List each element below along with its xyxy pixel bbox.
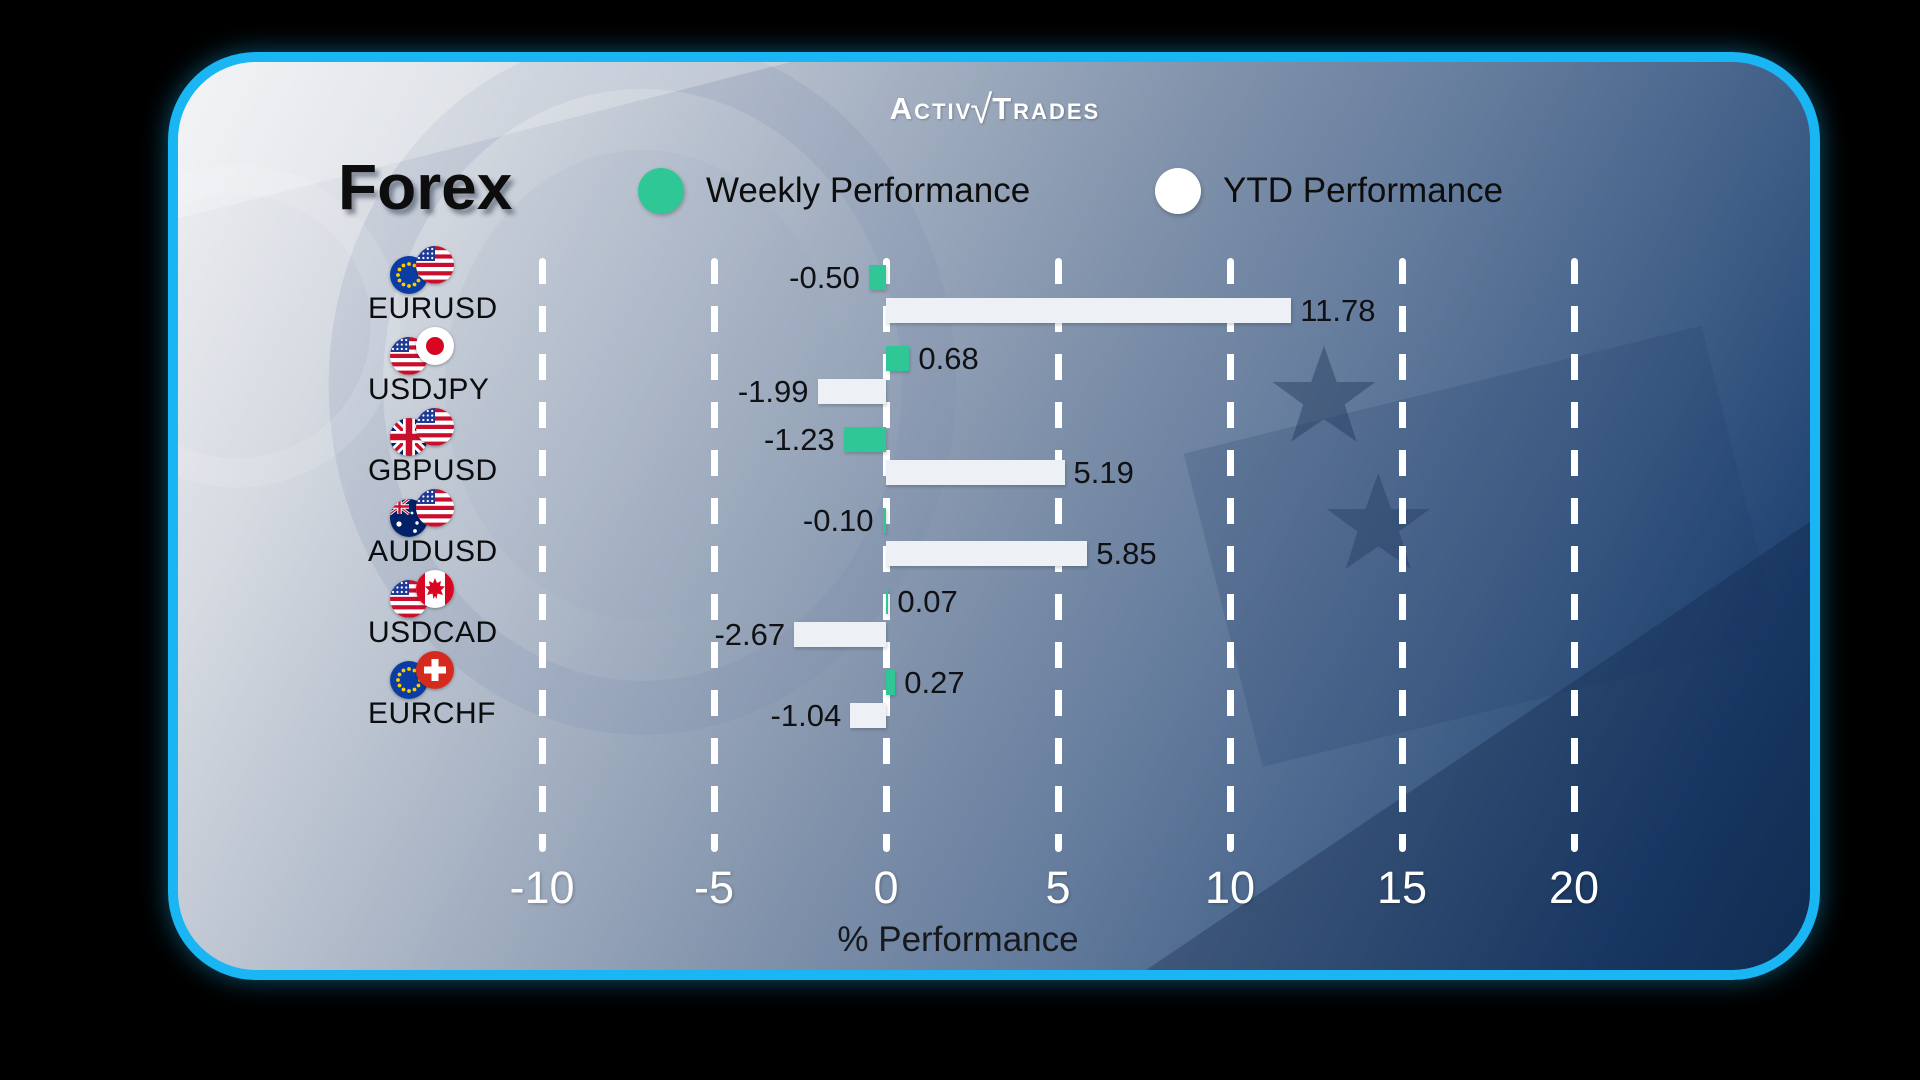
legend-label-ytd: YTD Performance bbox=[1223, 171, 1504, 210]
logo-part-trades: Trades bbox=[992, 91, 1101, 126]
pair-label-eurchf: EURCHF bbox=[368, 697, 496, 730]
weekly-bar-usdcad bbox=[886, 589, 889, 614]
ytd-value-usdcad: -2.67 bbox=[714, 616, 786, 652]
ca-flag-icon bbox=[416, 570, 454, 608]
axis-tick-label: 20 bbox=[1548, 862, 1600, 913]
ytd-value-eurusd: 11.78 bbox=[1300, 292, 1376, 328]
pair-label-audusd: AUDUSD bbox=[368, 535, 498, 568]
ytd-legend-dot-icon bbox=[1155, 168, 1201, 214]
jp-flag-icon bbox=[416, 327, 454, 365]
ytd-bar-eurusd bbox=[886, 298, 1292, 323]
pair-label-usdjpy: USDJPY bbox=[368, 373, 490, 406]
legend-item-ytd: YTD Performance bbox=[1155, 168, 1503, 214]
logo-part-activ: Activ bbox=[889, 91, 973, 126]
weekly-value-gbpusd: -1.23 bbox=[764, 421, 835, 457]
flag-pair-gbpusd bbox=[390, 408, 456, 456]
logo-radical-icon: √ bbox=[970, 88, 995, 132]
axis-tick-label: 5 bbox=[1045, 862, 1071, 913]
weekly-value-eurchf: 0.27 bbox=[904, 664, 965, 700]
weekly-bar-eurusd bbox=[868, 265, 886, 290]
weekly-bar-usdjpy bbox=[886, 346, 910, 371]
flag-pair-usdjpy bbox=[390, 327, 456, 375]
flag-pair-eurusd bbox=[390, 246, 456, 294]
flag-pair-audusd bbox=[390, 489, 456, 537]
ch-flag-icon bbox=[416, 651, 454, 689]
x-axis-title: % Performance bbox=[837, 920, 1079, 959]
gridline--5 bbox=[710, 258, 718, 852]
banknote-background-decoration bbox=[178, 62, 1810, 970]
weekly-value-usdcad: 0.07 bbox=[897, 583, 958, 619]
decor-star-icon bbox=[1326, 472, 1430, 569]
weekly-legend-dot-icon bbox=[638, 168, 684, 214]
weekly-value-eurusd: -0.50 bbox=[789, 259, 860, 295]
us-flag-icon bbox=[416, 246, 454, 284]
flag-pair-usdcad bbox=[390, 570, 456, 618]
ytd-bar-gbpusd bbox=[886, 460, 1065, 485]
legend-label-weekly: Weekly Performance bbox=[706, 171, 1031, 210]
flag-pair-eurchf bbox=[390, 651, 456, 699]
ytd-value-eurchf: -1.04 bbox=[770, 697, 842, 733]
legend-item-weekly: Weekly Performance bbox=[638, 168, 1030, 214]
axis-tick-label: -5 bbox=[693, 862, 735, 913]
activtrades-logo: Activ√Trades bbox=[890, 88, 1100, 133]
ytd-bar-usdcad bbox=[794, 622, 886, 647]
ytd-value-gbpusd: 5.19 bbox=[1073, 454, 1134, 490]
ytd-bar-usdjpy bbox=[817, 379, 886, 404]
weekly-value-audusd: -0.10 bbox=[802, 502, 874, 538]
gridline-15 bbox=[1398, 258, 1406, 852]
pair-label-gbpusd: GBPUSD bbox=[368, 454, 498, 487]
axis-tick-label: 0 bbox=[873, 862, 899, 913]
pair-label-usdcad: USDCAD bbox=[368, 616, 498, 649]
weekly-bar-audusd bbox=[882, 508, 886, 533]
axis-tick-label: -10 bbox=[509, 862, 575, 913]
gridline-20 bbox=[1570, 258, 1578, 852]
weekly-bar-eurchf bbox=[886, 670, 896, 695]
weekly-bar-gbpusd bbox=[843, 427, 886, 452]
au-flag-icon bbox=[390, 499, 428, 537]
us-flag-icon bbox=[416, 408, 454, 446]
gridline--10 bbox=[538, 258, 546, 852]
us-flag-icon bbox=[416, 489, 454, 527]
axis-tick-label: 15 bbox=[1376, 862, 1428, 913]
ytd-bar-audusd bbox=[886, 541, 1088, 566]
ytd-value-audusd: 5.85 bbox=[1096, 535, 1157, 571]
weekly-value-usdjpy: 0.68 bbox=[918, 340, 979, 376]
ytd-bar-eurchf bbox=[850, 703, 886, 728]
axis-tick-label: 10 bbox=[1204, 862, 1256, 913]
page-title: Forex bbox=[338, 151, 513, 223]
pair-label-eurusd: EURUSD bbox=[368, 292, 498, 325]
gridline-10 bbox=[1226, 258, 1234, 852]
chart-card bbox=[168, 52, 1820, 980]
decor-star-icon bbox=[1272, 345, 1376, 442]
ytd-value-usdjpy: -1.99 bbox=[737, 373, 809, 409]
